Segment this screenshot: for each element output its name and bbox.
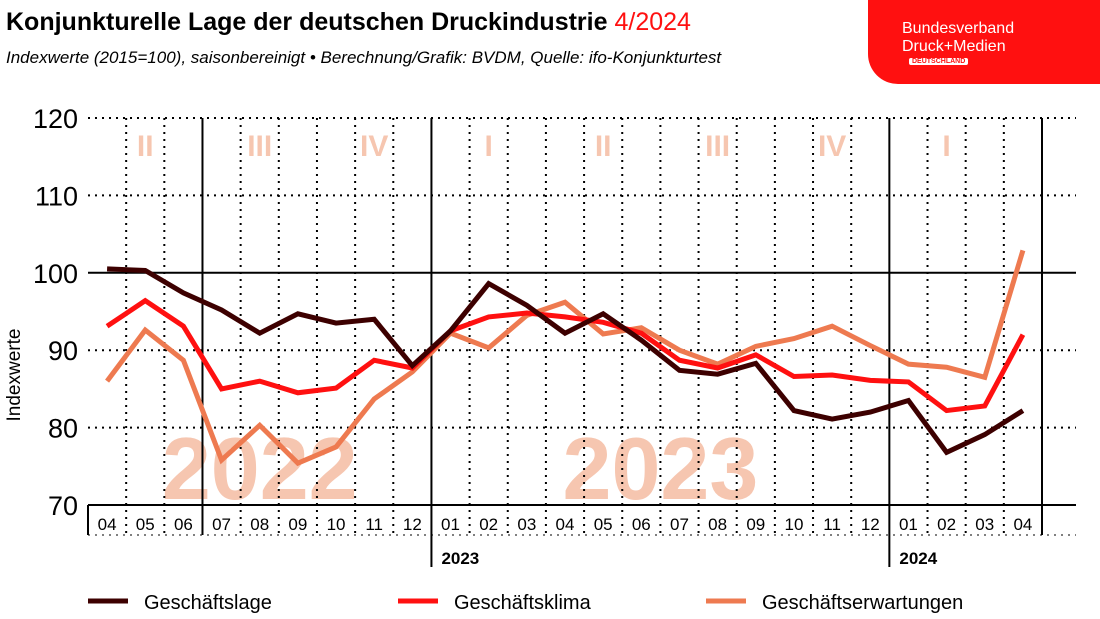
x-tick-label: 04 bbox=[556, 515, 575, 534]
chart-title: Konjunkturelle Lage der deutschen Drucki… bbox=[6, 8, 691, 36]
x-tick-label: 10 bbox=[327, 515, 346, 534]
y-tick-label: 90 bbox=[48, 336, 78, 366]
x-tick-label: 09 bbox=[746, 515, 765, 534]
x-tick-label: 08 bbox=[250, 515, 269, 534]
x-tick-label: 10 bbox=[784, 515, 803, 534]
legend-label: Geschäftsklima bbox=[454, 592, 592, 614]
series-line-geschäftslage bbox=[106, 266, 1025, 456]
chart-subtitle: Indexwerte (2015=100), saisonbereinigt •… bbox=[6, 48, 722, 67]
quarter-label: III bbox=[247, 130, 272, 163]
y-tick-label: 110 bbox=[35, 181, 78, 211]
x-tick-label: 12 bbox=[403, 515, 422, 534]
quarter-label: IV bbox=[360, 130, 388, 163]
x-tick-label: 05 bbox=[594, 515, 613, 534]
y-tick-label: 100 bbox=[33, 259, 78, 289]
legend-label: Geschäftslage bbox=[144, 592, 272, 614]
quarter-label: IV bbox=[818, 130, 846, 163]
series-line-geschäftsklima bbox=[105, 297, 1026, 414]
quarter-label: I bbox=[485, 130, 493, 163]
quarter-label: II bbox=[137, 130, 154, 163]
year-label: 2023 bbox=[441, 549, 479, 568]
x-tick-label: 04 bbox=[98, 515, 117, 534]
x-tick-label: 05 bbox=[136, 515, 155, 534]
x-tick-label: 08 bbox=[708, 515, 727, 534]
x-tick-label: 01 bbox=[899, 515, 918, 534]
bvdm-logo: Bundesverband Druck+Medien DEUTSCHLAND bbox=[868, 0, 1100, 84]
quarter-label: III bbox=[705, 130, 730, 163]
legend-label: Geschäftserwartungen bbox=[762, 592, 963, 614]
x-tick-label: 07 bbox=[670, 515, 689, 534]
x-tick-label: 06 bbox=[174, 515, 193, 534]
background-year-label: 2022 bbox=[162, 419, 358, 518]
x-tick-label: 09 bbox=[288, 515, 307, 534]
y-axis-label: Indexwerte bbox=[4, 329, 25, 422]
year-label: 2024 bbox=[899, 549, 937, 568]
series-line-geschäftserwartungen bbox=[105, 249, 1026, 467]
x-tick-label: 02 bbox=[479, 515, 498, 534]
title-period: 4/2024 bbox=[614, 8, 691, 36]
x-tick-label: 07 bbox=[212, 515, 231, 534]
x-tick-label: 01 bbox=[441, 515, 460, 534]
x-tick-label: 11 bbox=[823, 515, 841, 534]
y-tick-label: 70 bbox=[48, 491, 78, 521]
x-tick-label: 11 bbox=[365, 515, 383, 534]
y-tick-label: 120 bbox=[33, 104, 78, 134]
x-tick-label: 02 bbox=[937, 515, 956, 534]
quarter-label: I bbox=[942, 130, 950, 163]
x-tick-label: 12 bbox=[861, 515, 880, 534]
y-tick-label: 80 bbox=[48, 414, 78, 444]
x-tick-label: 03 bbox=[975, 515, 994, 534]
x-tick-label: 06 bbox=[632, 515, 651, 534]
x-tick-label: 04 bbox=[1013, 515, 1032, 534]
x-tick-label: 03 bbox=[517, 515, 536, 534]
quarter-label: II bbox=[595, 130, 612, 163]
